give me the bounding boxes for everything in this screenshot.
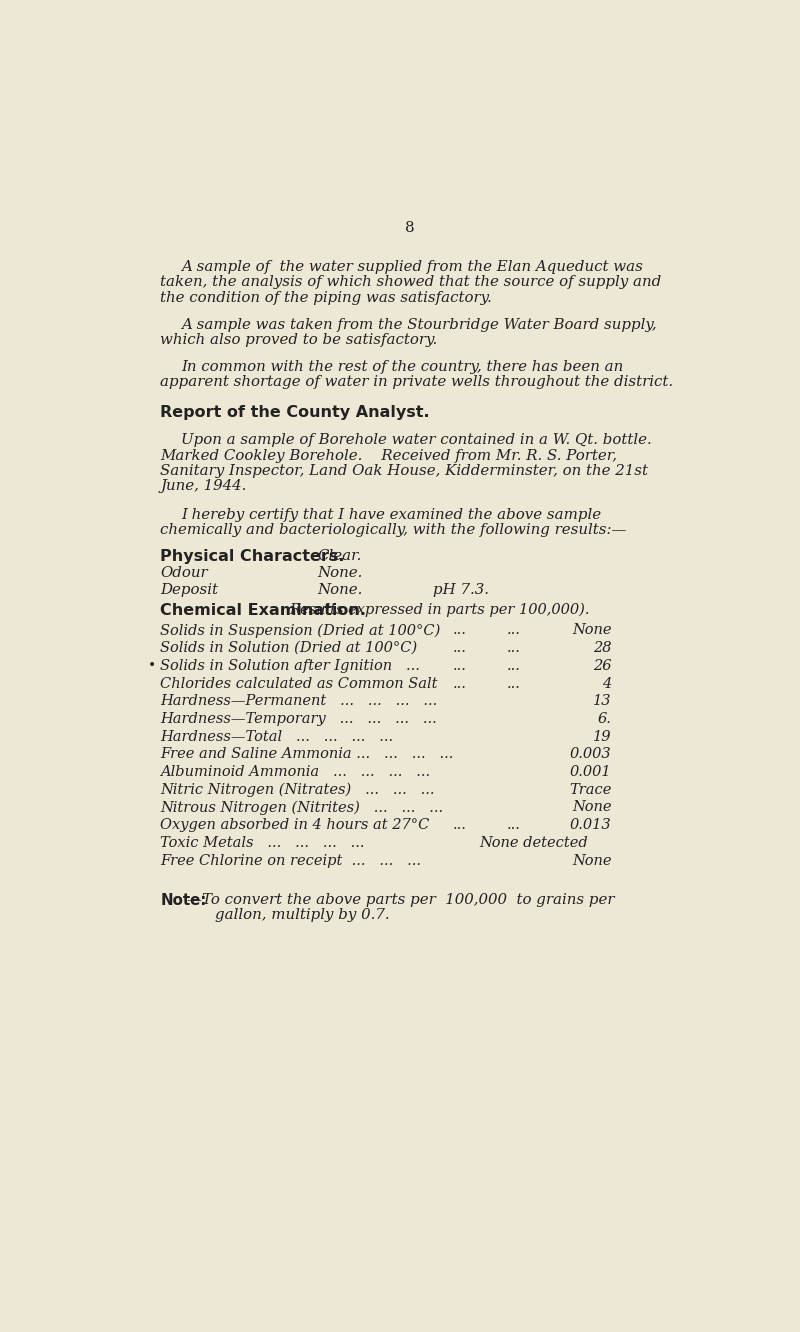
Text: Trace: Trace — [569, 783, 611, 797]
Text: 19: 19 — [593, 730, 611, 743]
Text: 26: 26 — [593, 659, 611, 673]
Text: Hardness—Permanent   ...   ...   ...   ...: Hardness—Permanent ... ... ... ... — [161, 694, 438, 709]
Text: Hardness—Total   ...   ...   ...   ...: Hardness—Total ... ... ... ... — [161, 730, 394, 743]
Text: Sanitary Inspector, Land Oak House, Kidderminster, on the 21st: Sanitary Inspector, Land Oak House, Kidd… — [161, 464, 649, 478]
Text: None.: None. — [317, 566, 362, 579]
Text: Upon a sample of Borehole water contained in a W. Qt. bottle.: Upon a sample of Borehole water containe… — [182, 433, 652, 448]
Text: ...: ... — [453, 641, 466, 655]
Text: Oxygen absorbed in 4 hours at 27°C: Oxygen absorbed in 4 hours at 27°C — [161, 818, 430, 832]
Text: ...: ... — [453, 818, 466, 832]
Text: Clear.: Clear. — [317, 549, 362, 562]
Text: pH 7.3.: pH 7.3. — [434, 582, 490, 597]
Text: Solids in Suspension (Dried at 100°C): Solids in Suspension (Dried at 100°C) — [161, 623, 441, 638]
Text: Chemical Examination.: Chemical Examination. — [161, 602, 366, 618]
Text: Report of the County Analyst.: Report of the County Analyst. — [161, 405, 430, 420]
Text: which also proved to be satisfactory.: which also proved to be satisfactory. — [161, 333, 438, 348]
Text: Nitric Nitrogen (Nitrates)   ...   ...   ...: Nitric Nitrogen (Nitrates) ... ... ... — [161, 783, 435, 797]
Text: taken, the analysis of which showed that the source of supply and: taken, the analysis of which showed that… — [161, 276, 662, 289]
Text: 13: 13 — [593, 694, 611, 709]
Text: Albuminoid Ammonia   ...   ...   ...   ...: Albuminoid Ammonia ... ... ... ... — [161, 765, 430, 779]
Text: 0.001: 0.001 — [570, 765, 611, 779]
Text: A sample was taken from the Stourbridge Water Board supply,: A sample was taken from the Stourbridge … — [182, 318, 657, 332]
Text: ...: ... — [507, 659, 521, 673]
Text: June, 1944.: June, 1944. — [161, 480, 247, 493]
Text: the condition of the piping was satisfactory.: the condition of the piping was satisfac… — [161, 290, 492, 305]
Text: 0.013: 0.013 — [570, 818, 611, 832]
Text: Free Chlorine on receipt  ...   ...   ...: Free Chlorine on receipt ... ... ... — [161, 854, 422, 867]
Text: ...: ... — [507, 641, 521, 655]
Text: Free and Saline Ammonia ...   ...   ...   ...: Free and Saline Ammonia ... ... ... ... — [161, 747, 454, 762]
Text: None.: None. — [317, 582, 362, 597]
Text: 28: 28 — [593, 641, 611, 655]
Text: —To convert the above parts per  100,000  to grains per: —To convert the above parts per 100,000 … — [187, 892, 614, 907]
Text: 4: 4 — [602, 677, 611, 690]
Text: Solids in Solution after Ignition   ...: Solids in Solution after Ignition ... — [161, 659, 420, 673]
Text: ...: ... — [453, 677, 466, 690]
Text: Toxic Metals   ...   ...   ...   ...: Toxic Metals ... ... ... ... — [161, 836, 365, 850]
Text: ...: ... — [507, 818, 521, 832]
Text: None: None — [572, 801, 611, 814]
Text: Physical Characters.: Physical Characters. — [161, 549, 345, 563]
Text: None: None — [572, 623, 611, 638]
Text: ...: ... — [507, 677, 521, 690]
Text: None detected: None detected — [480, 836, 589, 850]
Text: 0.003: 0.003 — [570, 747, 611, 762]
Text: Nitrous Nitrogen (Nitrites)   ...   ...   ...: Nitrous Nitrogen (Nitrites) ... ... ... — [161, 801, 443, 815]
Text: apparent shortage of water in private wells throughout the district.: apparent shortage of water in private we… — [161, 376, 674, 389]
Text: ...: ... — [453, 623, 466, 638]
Text: chemically and bacteriologically, with the following results:—: chemically and bacteriologically, with t… — [161, 523, 627, 537]
Text: Note:: Note: — [161, 892, 206, 908]
Text: Solids in Solution (Dried at 100°C): Solids in Solution (Dried at 100°C) — [161, 641, 418, 655]
Text: None: None — [572, 854, 611, 867]
Text: ...: ... — [453, 659, 466, 673]
Text: Odour: Odour — [161, 566, 208, 579]
Text: Chlorides calculated as Common Salt: Chlorides calculated as Common Salt — [161, 677, 438, 690]
Text: gallon, multiply by 0.7.: gallon, multiply by 0.7. — [214, 908, 390, 922]
Text: Hardness—Temporary   ...   ...   ...   ...: Hardness—Temporary ... ... ... ... — [161, 711, 437, 726]
Text: 8: 8 — [405, 221, 415, 236]
Text: Results expressed in parts per 100,000).: Results expressed in parts per 100,000). — [289, 602, 590, 617]
Text: •: • — [148, 659, 156, 673]
Text: In common with the rest of the country, there has been an: In common with the rest of the country, … — [182, 360, 624, 374]
Text: I hereby certify that I have examined the above sample: I hereby certify that I have examined th… — [182, 507, 602, 522]
Text: ...: ... — [507, 623, 521, 638]
Text: 6.: 6. — [598, 711, 611, 726]
Text: Deposit: Deposit — [161, 582, 218, 597]
Text: A sample of  the water supplied from the Elan Aqueduct was: A sample of the water supplied from the … — [182, 260, 643, 274]
Text: Marked Cookley Borehole.    Received from Mr. R. S. Porter,: Marked Cookley Borehole. Received from M… — [161, 449, 618, 462]
